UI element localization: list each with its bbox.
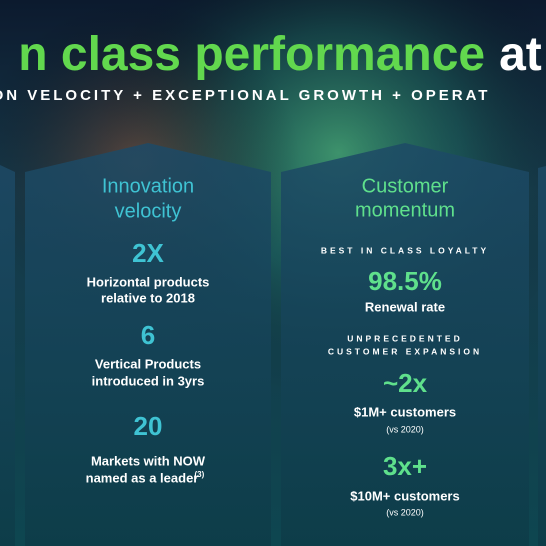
caption: introduced in 3yrs xyxy=(92,373,205,388)
panel xyxy=(0,165,15,546)
kicker: UNPRECEDENTED xyxy=(347,333,463,343)
kicker: BEST IN CLASS LOYALTY xyxy=(321,245,489,255)
figure: 98.5% xyxy=(368,266,442,296)
caption: named as a leader xyxy=(86,470,199,485)
caption: $1M+ customers xyxy=(354,404,456,419)
panel-heading: Innovation xyxy=(102,175,194,197)
panel xyxy=(281,143,529,546)
kicker: CUSTOMER EXPANSION xyxy=(328,346,482,356)
caption: $10M+ customers xyxy=(350,488,459,503)
caption: Markets with NOW xyxy=(91,453,206,468)
footnote-mark: (3) xyxy=(194,470,204,479)
caption: Horizontal products xyxy=(87,274,210,289)
panel-heading: Customer xyxy=(362,175,449,197)
figure: 20 xyxy=(134,411,163,441)
figure: 6 xyxy=(141,320,155,350)
figure: 3x+ xyxy=(383,451,427,481)
note: (vs 2020) xyxy=(386,424,424,434)
caption: relative to 2018 xyxy=(101,290,195,305)
figure: ~2x xyxy=(383,368,428,398)
panel-heading: velocity xyxy=(115,200,182,222)
caption: Vertical Products xyxy=(95,356,201,371)
panel-heading: momentum xyxy=(355,199,455,221)
panel xyxy=(538,166,546,546)
panel xyxy=(25,143,271,546)
subtitle: ATION VELOCITY + EXCEPTIONAL GROWTH + OP… xyxy=(0,87,490,104)
note: (vs 2020) xyxy=(386,507,424,517)
title: n class performance at xyxy=(18,28,542,81)
figure: 2X xyxy=(132,238,164,268)
caption: Renewal rate xyxy=(365,299,445,314)
